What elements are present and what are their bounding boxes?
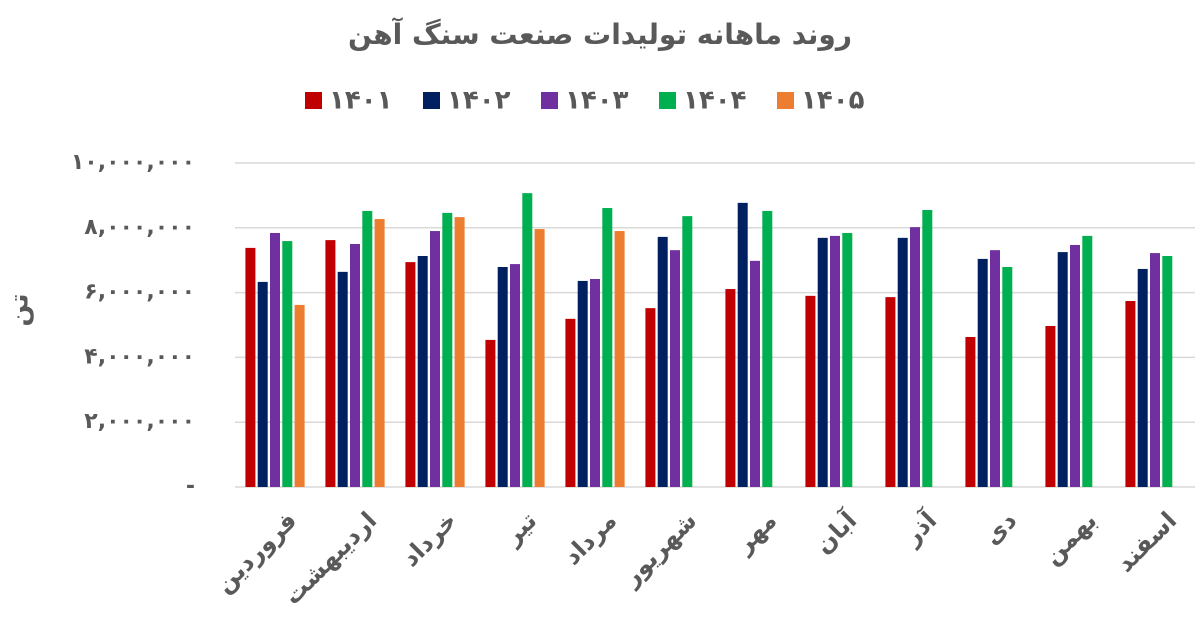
y-tick-label: -: [186, 474, 195, 499]
bar: [1070, 244, 1080, 487]
bar: [670, 250, 680, 487]
bar: [1125, 301, 1136, 487]
bar: [682, 216, 693, 488]
bar: [657, 236, 668, 487]
x-tick-label: دی: [978, 506, 1022, 550]
bar: [965, 336, 976, 487]
x-tick-label: مهر: [729, 506, 782, 559]
bar: [350, 244, 360, 487]
bar: [565, 318, 576, 487]
bar: [762, 210, 773, 487]
y-tick-label: ۸,۰۰۰,۰۰۰: [84, 215, 195, 240]
bar: [737, 202, 748, 488]
bar: [282, 241, 293, 487]
bar: [897, 237, 908, 487]
bar: [454, 217, 465, 487]
x-tick-label: بهمن: [1038, 506, 1102, 570]
y-axis-label: تن: [5, 293, 35, 326]
bar: [645, 308, 656, 487]
bar: [885, 297, 896, 487]
bar: [1137, 268, 1148, 487]
legend-swatch: [777, 92, 794, 109]
legend-swatch: [659, 92, 676, 109]
bar: [374, 219, 385, 487]
bar: [294, 304, 305, 487]
x-tick-label: شهریور: [616, 506, 702, 592]
bar: [990, 250, 1000, 487]
x-tick-label: اسفند: [1111, 506, 1182, 577]
bar: [977, 258, 988, 487]
bar: [750, 260, 760, 487]
bar: [325, 240, 336, 487]
legend-swatch: [541, 92, 558, 109]
x-tick-label: تیر: [498, 506, 542, 550]
bar: [417, 255, 428, 487]
y-tick-label: ۴,۰۰۰,۰۰۰: [84, 344, 195, 369]
legend-label: ۱۴۰۱: [329, 86, 392, 116]
bar: [602, 208, 613, 487]
bar: [577, 280, 588, 487]
bar: [910, 227, 920, 488]
x-tick-label: آبان: [809, 505, 863, 559]
y-tick-label: ۶,۰۰۰,۰۰۰: [84, 280, 195, 305]
y-tick-label: ۲,۰۰۰,۰۰۰: [84, 409, 195, 434]
bar: [817, 237, 828, 487]
bar: [430, 231, 440, 487]
legend-label: ۱۴۰۴: [683, 86, 746, 116]
bar: [442, 212, 453, 487]
bar: [245, 247, 256, 487]
bar: [1045, 325, 1056, 487]
bar: [270, 232, 280, 487]
legend-swatch: [305, 92, 322, 109]
bar: [510, 264, 520, 487]
bar: [1162, 255, 1173, 487]
bar: [337, 271, 348, 487]
bar: [1057, 252, 1068, 487]
legend-label: ۱۴۰۵: [801, 86, 865, 116]
x-tick-label: خرداد: [396, 506, 462, 572]
bar: [830, 235, 840, 487]
y-tick-label: ۱۰,۰۰۰,۰۰۰: [71, 150, 195, 175]
x-tick-label: آذر: [897, 505, 943, 551]
x-tick-label: مرداد: [558, 506, 622, 570]
bar: [485, 339, 496, 487]
bar: [805, 295, 816, 487]
legend-label: ۱۴۰۳: [565, 86, 629, 116]
bar: [497, 267, 508, 487]
bar: [1150, 253, 1160, 487]
bar: [534, 229, 545, 487]
bar: [614, 231, 625, 487]
bar: [725, 289, 736, 487]
chart-title: روند ماهانه تولیدات صنعت سنگ آهن: [348, 17, 852, 51]
legend-swatch: [423, 92, 440, 109]
bar: [1002, 267, 1013, 487]
bar: [522, 193, 533, 487]
legend-label: ۱۴۰۲: [447, 86, 511, 116]
bar: [1082, 235, 1093, 487]
bar: [257, 281, 268, 487]
bar: [922, 209, 933, 488]
bar: [842, 232, 853, 487]
bar: [362, 210, 373, 487]
bar: [590, 278, 600, 487]
bar: [405, 262, 416, 487]
